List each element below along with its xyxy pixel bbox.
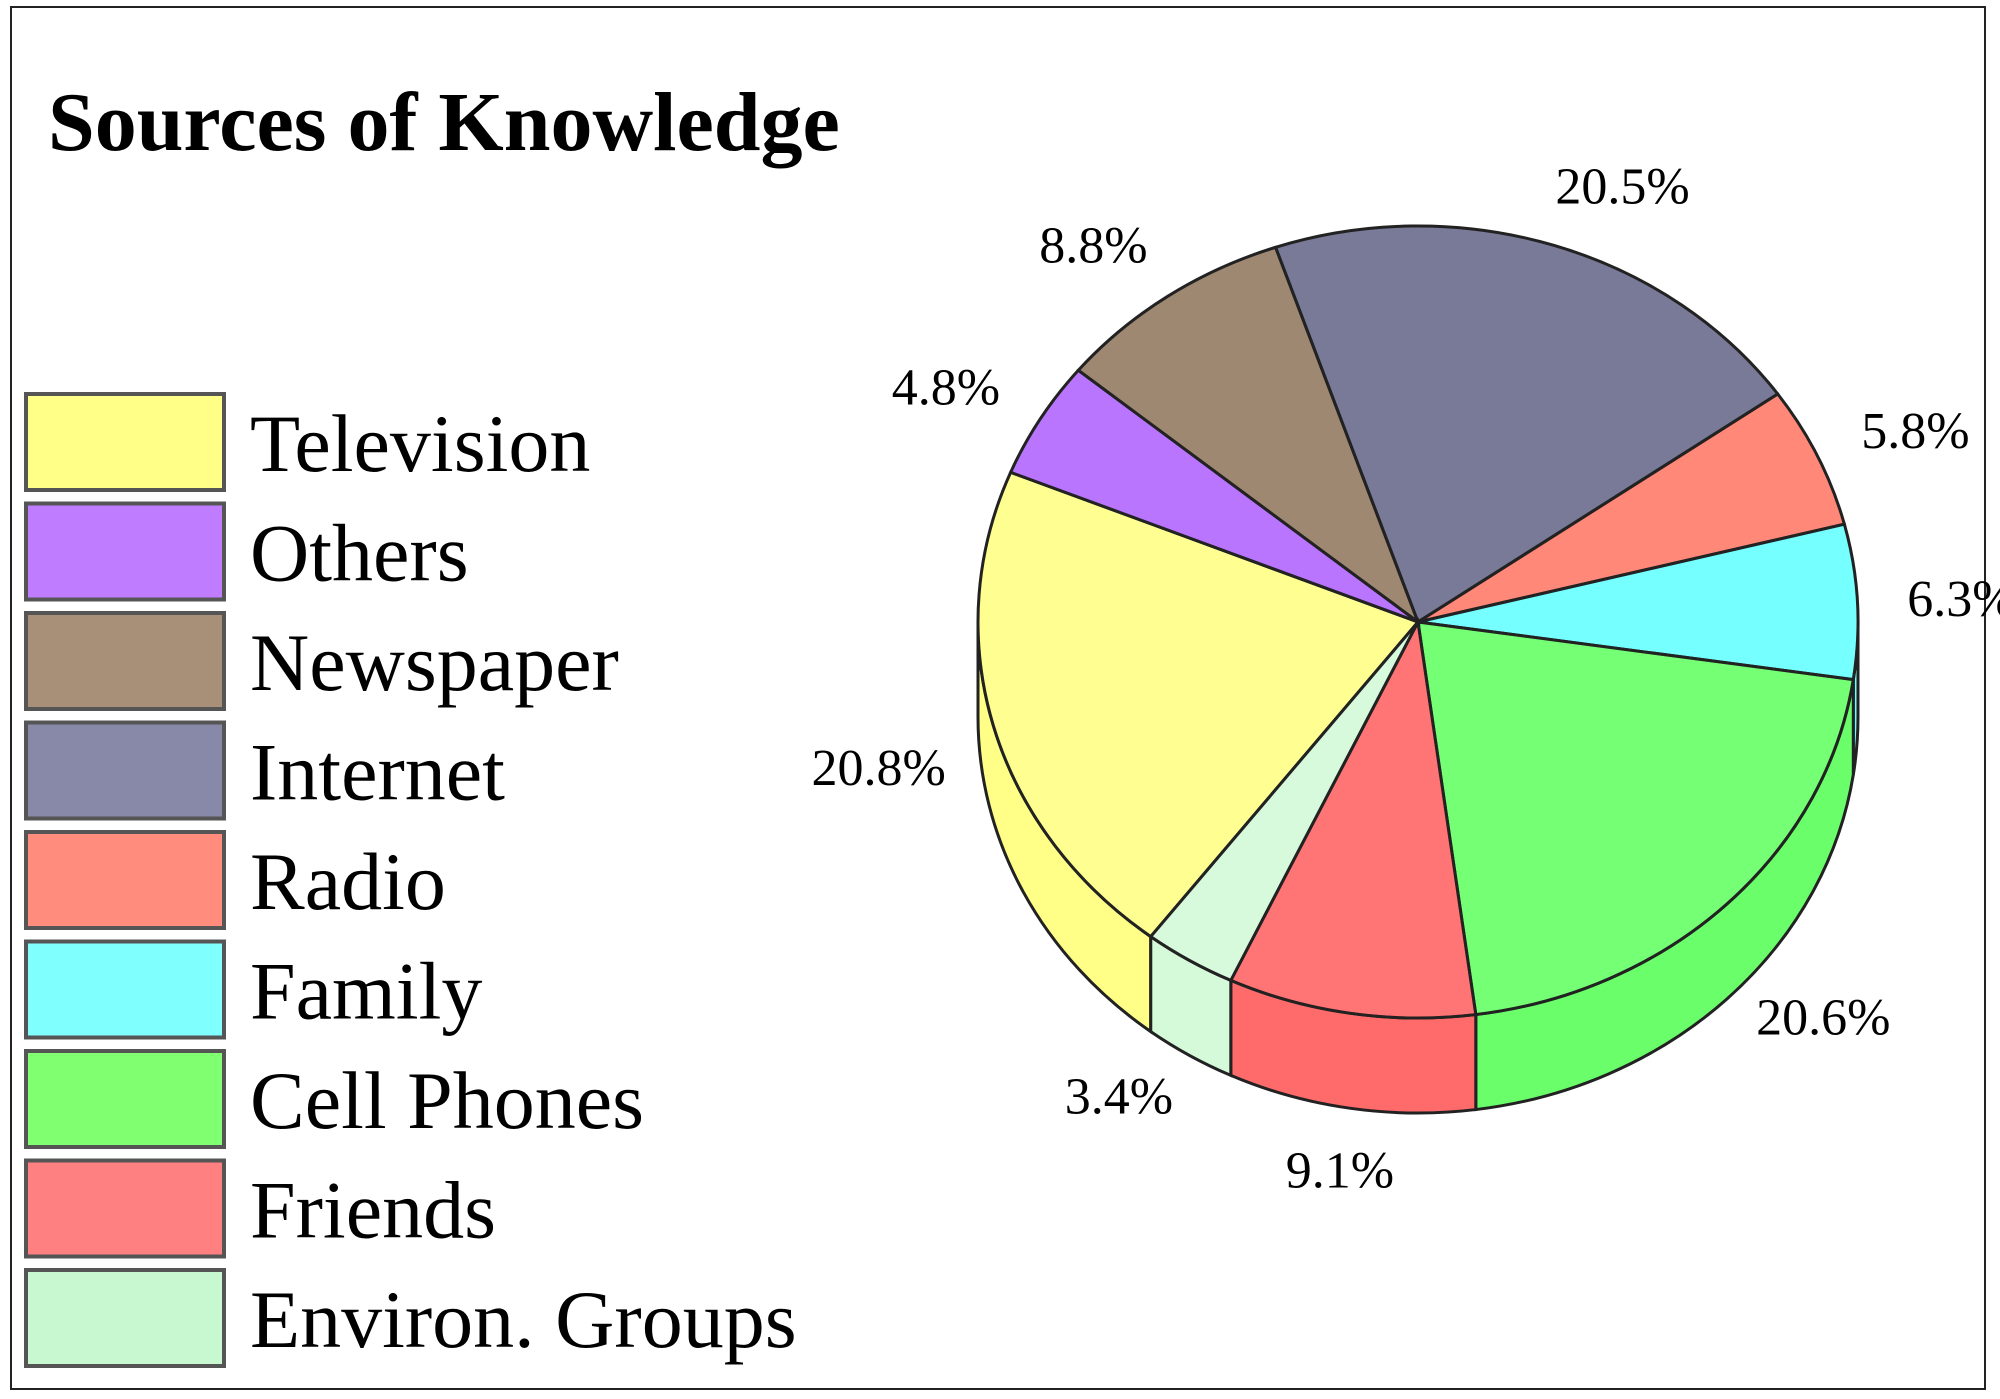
legend-item-cell-phones: Cell Phones: [24, 1049, 644, 1149]
value-label-television: 20.8%: [811, 740, 945, 797]
value-label-friends: 9.1%: [1286, 1143, 1394, 1200]
pie-slice-friends: [1228, 617, 1478, 1020]
legend-label-radio: Radio: [250, 836, 446, 927]
legend-item-environ-groups: Environ. Groups: [24, 1268, 797, 1368]
legend-item-internet: Internet: [24, 720, 505, 821]
legend-item-family: Family: [24, 939, 482, 1040]
legend: Television Others Newspaper Internet Radio Fa…: [24, 392, 797, 1368]
legend-swatch-friends: [24, 1158, 226, 1259]
legend-label-environ-groups: Environ. Groups: [250, 1274, 797, 1365]
legend-swatch-television: [24, 392, 226, 492]
legend-label-television: Television: [250, 398, 590, 489]
pie-slice-newspaper: [1076, 245, 1422, 627]
value-label-radio: 5.8%: [1861, 403, 1969, 460]
legend-label-internet: Internet: [250, 727, 505, 818]
legend-label-family: Family: [250, 946, 482, 1037]
legend-label-newspaper: Newspaper: [250, 617, 619, 708]
pie-slice-television: [976, 470, 1421, 939]
legend-item-others: Others: [24, 501, 469, 602]
legend-swatch-radio: [24, 830, 226, 930]
legend-swatch-family: [24, 939, 226, 1040]
slice-value-labels: 20.8% 4.8% 8.8% 20.5% 5.8% 6.3% 20.6% 9.1% 3.4%: [811, 158, 2000, 1199]
value-label-cell-phones: 20.6%: [1756, 990, 1890, 1047]
pie-slice-radio: [1417, 391, 1847, 624]
legend-label-cell-phones: Cell Phones: [250, 1055, 644, 1146]
pie-slice-family: [1417, 522, 1860, 682]
legend-swatch-newspaper: [24, 611, 226, 711]
chart-title: Sources of Knowledge: [48, 76, 840, 169]
legend-swatch-internet: [24, 720, 226, 821]
legend-item-television: Television: [24, 392, 590, 492]
pie-slice-internet: [1273, 224, 1780, 625]
legend-swatch-environ-groups: [24, 1268, 226, 1368]
legend-item-radio: Radio: [24, 830, 446, 930]
value-label-internet: 20.5%: [1555, 158, 1689, 215]
legend-label-others: Others: [250, 508, 469, 599]
value-label-environ-groups: 3.4%: [1065, 1068, 1173, 1125]
pie-plot-area: [976, 224, 1860, 1115]
legend-swatch-cell-phones: [24, 1049, 226, 1149]
value-label-others: 4.8%: [892, 360, 1000, 417]
legend-item-friends: Friends: [24, 1158, 496, 1259]
legend-label-friends: Friends: [250, 1165, 496, 1256]
chart-frame: [10, 6, 1986, 1390]
legend-item-newspaper: Newspaper: [24, 611, 619, 711]
pie-slice-cell-phones: [1416, 620, 1856, 1017]
legend-swatch-others: [24, 501, 226, 602]
value-label-newspaper: 8.8%: [1039, 218, 1147, 275]
value-label-family: 6.3%: [1907, 571, 2000, 628]
pie-slice-environ-groups: [1148, 621, 1420, 983]
